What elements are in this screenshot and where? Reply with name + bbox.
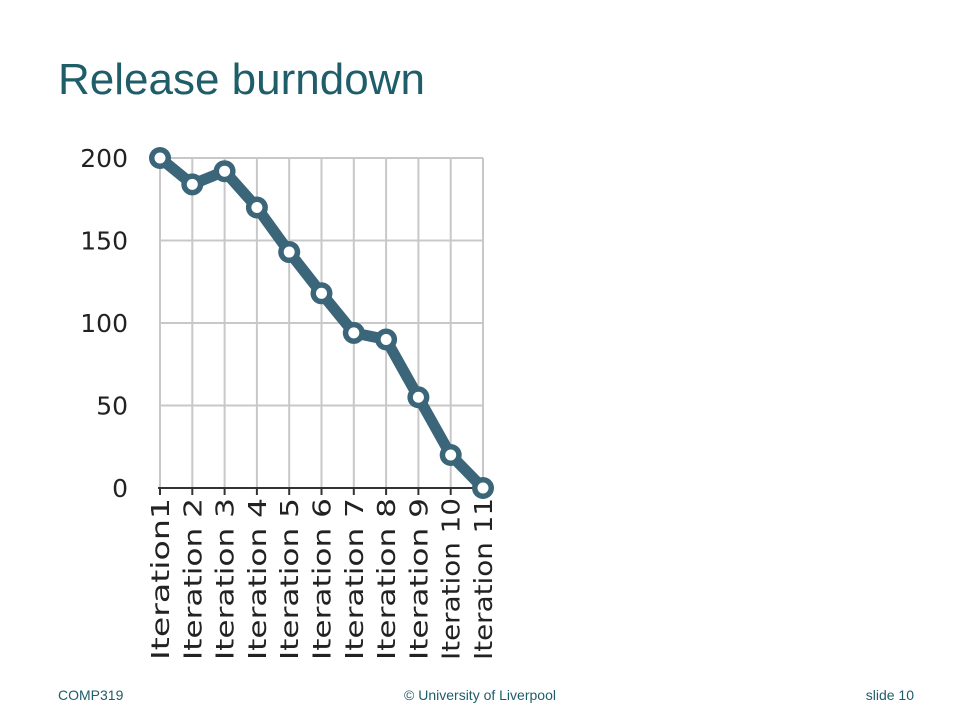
data-point-marker-center [186,178,198,190]
footer-course: COMP319 [58,687,124,703]
footer-copyright: © University of Liverpool [404,687,556,703]
x-tick-label: Iteration1 [146,498,175,660]
x-tick-label: Iteration 10 [437,498,466,660]
data-point-marker-center [412,391,424,403]
y-tick-labels: 0 50 100 150 200 [80,144,128,503]
data-point-marker-center [348,327,360,339]
footer-slide-number: slide 10 [865,687,914,703]
data-point-marker-center [445,449,457,461]
data-point-marker-center [283,246,295,258]
data-point-marker-center [380,334,392,345]
x-tick-label: Iteration 4 [243,498,272,660]
data-point-marker-center [154,152,166,164]
x-tick-label: Iteration 9 [404,498,433,660]
x-tick-label: Iteration 11 [469,498,498,660]
y-tick-label: 100 [80,309,128,338]
chart-grid [159,157,484,488]
x-tick-label: Iteration 5 [275,498,304,660]
x-tick-labels: Iteration1 Iteration 2 Iteration 3 Iteratio… [146,498,498,660]
data-point-marker-center [316,287,327,299]
chart-axes [158,487,485,495]
x-tick-label: Iteration 3 [211,498,240,660]
y-tick-label: 50 [96,392,128,421]
slide-title: Release burndown [58,55,425,104]
x-tick-label: Iteration 6 [308,498,337,660]
data-point-marker-center [477,482,489,494]
y-tick-label: 150 [80,227,128,256]
burndown-series [149,147,494,499]
data-point-marker-center [251,202,263,213]
y-tick-label: 0 [112,474,128,503]
y-tick-label: 200 [80,144,128,173]
x-tick-label: Iteration 8 [372,498,401,660]
x-tick-label: Iteration 7 [340,498,369,660]
x-tick-label: Iteration 2 [178,498,207,660]
data-point-marker-center [219,165,231,177]
